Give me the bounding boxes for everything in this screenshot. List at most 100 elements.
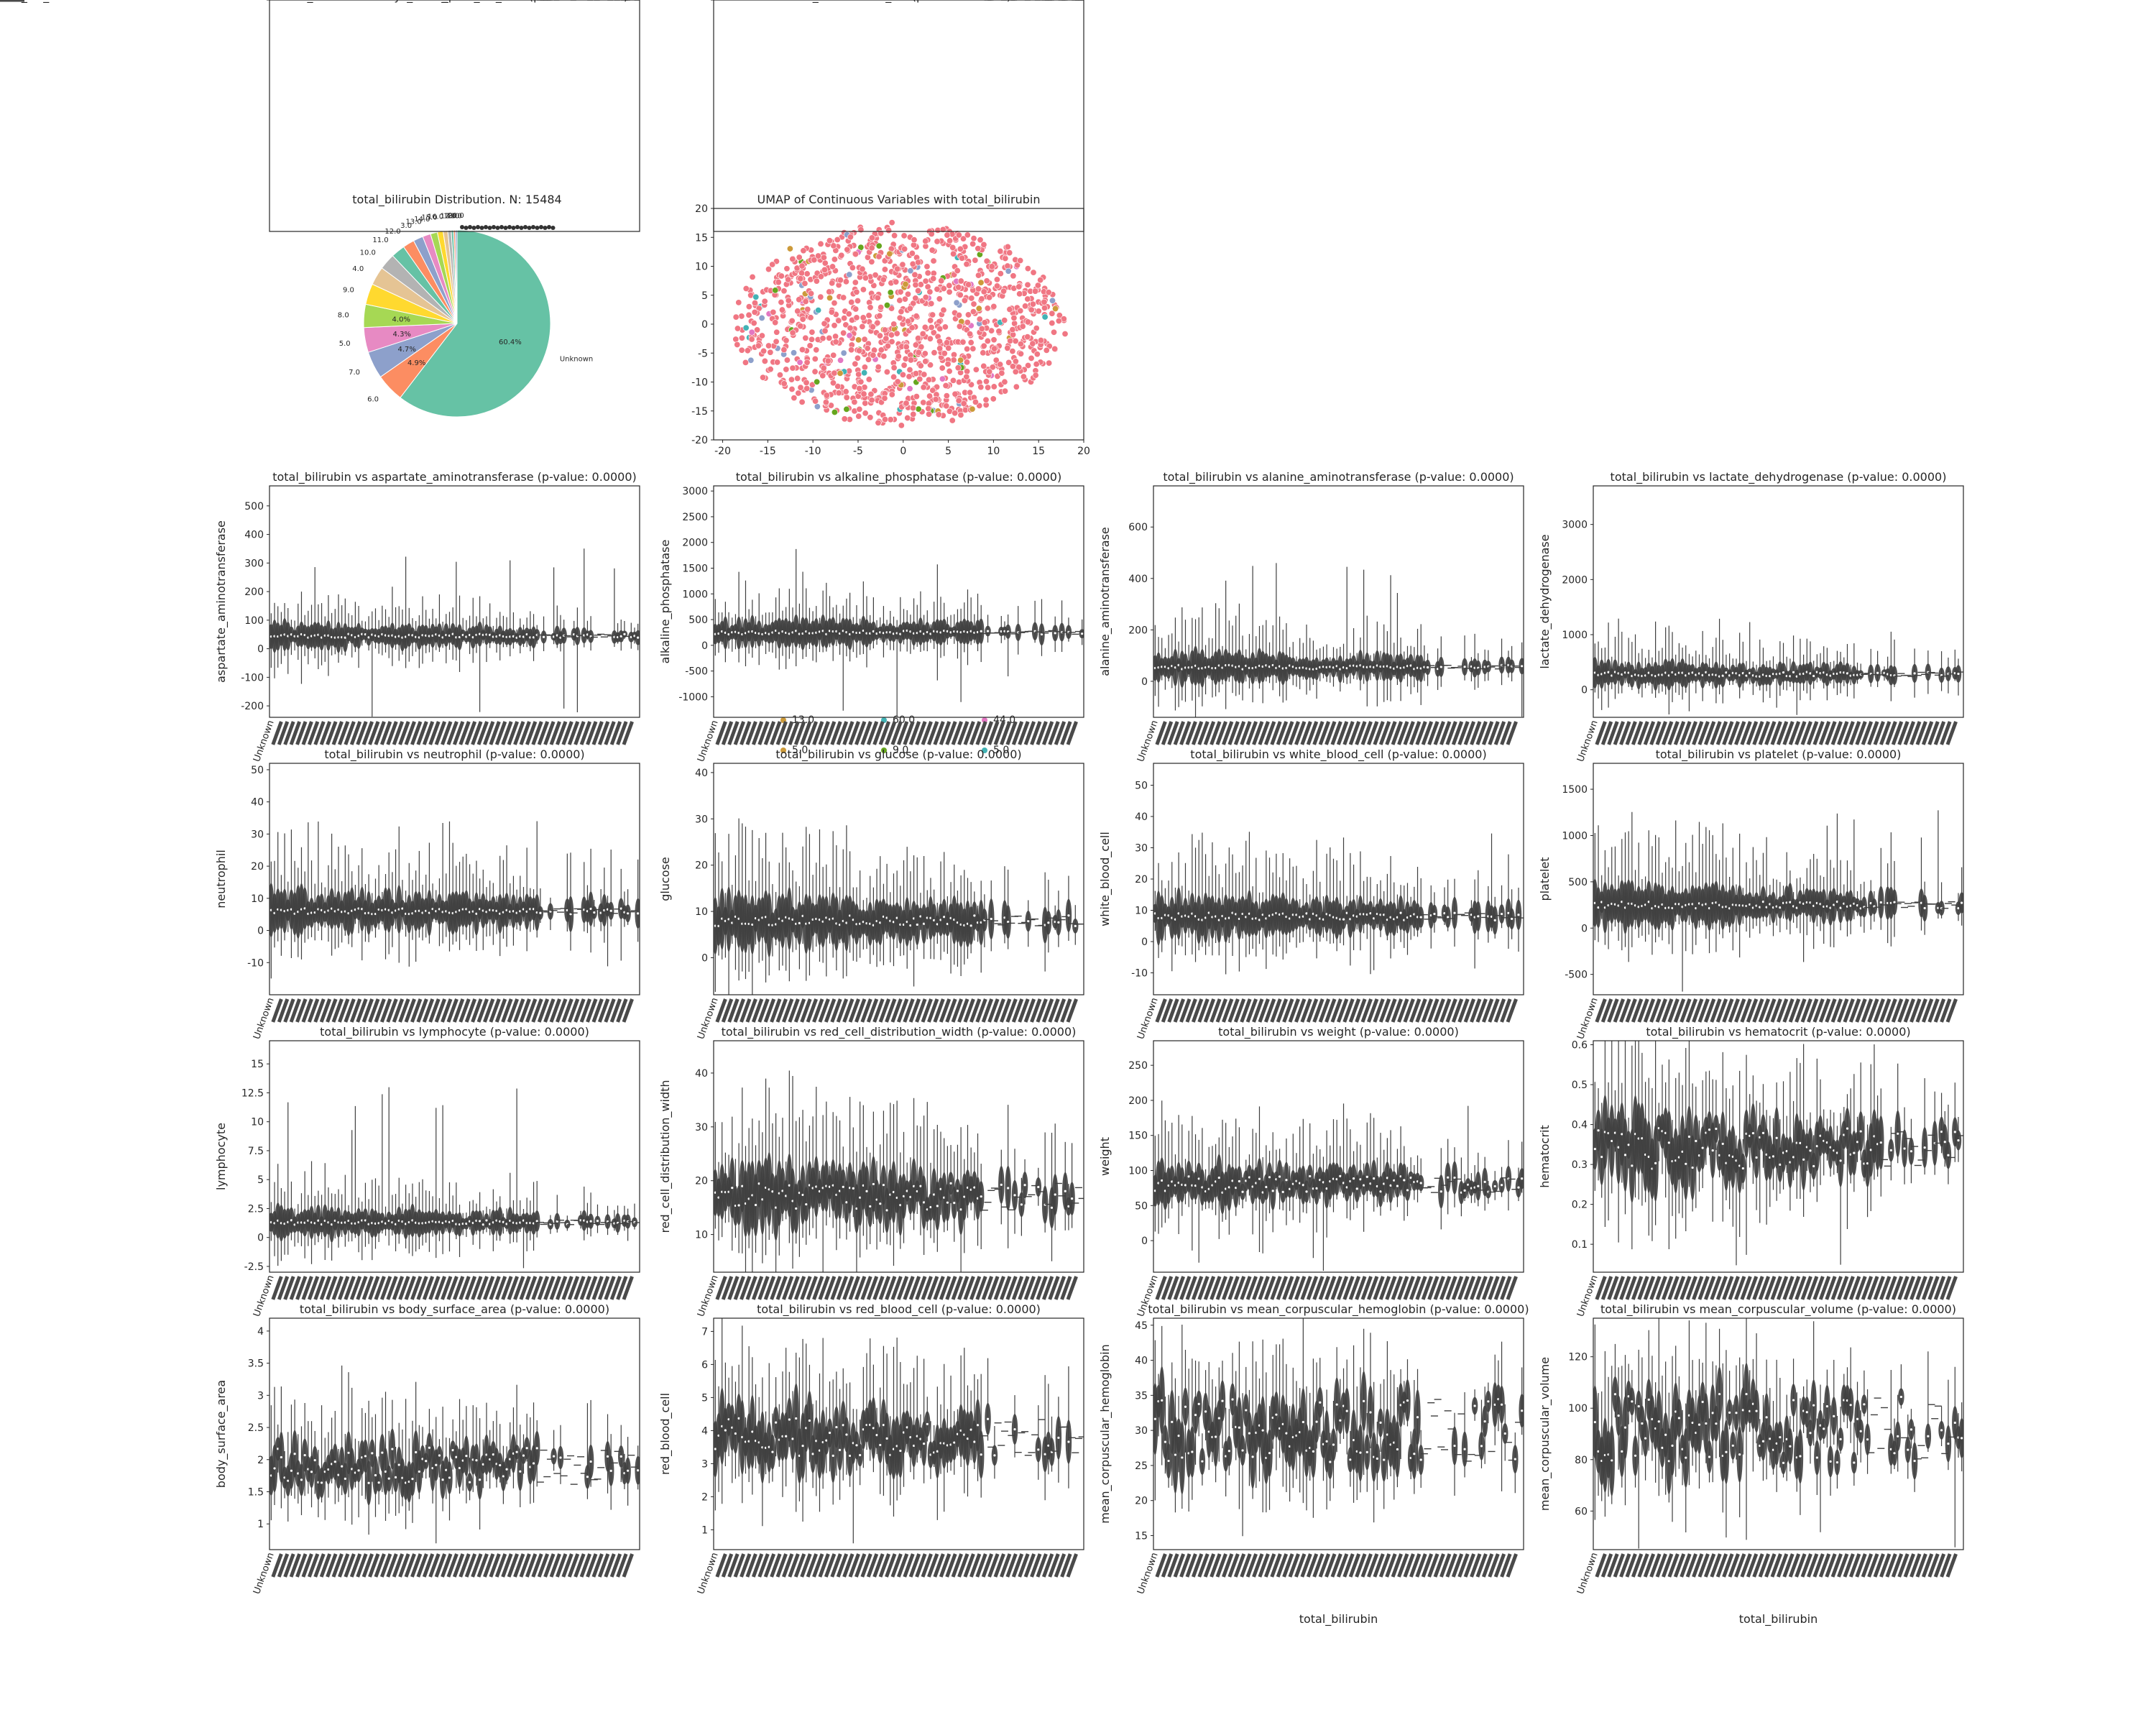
xtick-label [1258,998,1270,1023]
umap-point [955,231,962,239]
umap-point [961,297,968,304]
umap-point [860,286,867,293]
violin-median [589,1220,592,1223]
umap-point [919,330,926,337]
xtick-label [609,721,622,745]
xtick-label [561,998,573,1023]
xtick-label [1782,721,1795,745]
xtick-label [1421,998,1434,1023]
violin-median [1913,672,1916,675]
umap-point [895,353,902,360]
umap-point [868,397,875,404]
umap-point [798,262,806,270]
umap-point [934,285,941,293]
ytick-label: 10 [1135,906,1148,917]
panel-frame [1593,763,1964,995]
xtick-label [1848,721,1861,745]
ytick-label: 500 [244,501,264,512]
xtick-label [374,1276,386,1300]
xtick-label [987,998,1000,1023]
umap-point [908,324,916,331]
umap-point [900,232,908,239]
umap-point [776,372,783,379]
umap-point [956,323,963,330]
umap-point [975,272,982,279]
umap-point [909,260,916,267]
xtick-label [927,998,939,1023]
ytick-label: 400 [1128,574,1148,585]
umap-point [738,313,745,320]
xtick-label [531,1276,543,1300]
umap-point [925,405,932,412]
umap-point [917,362,924,369]
xtick-label [1391,721,1404,745]
umap-point [751,308,758,316]
xtick-label [793,998,806,1023]
violin-median [619,635,622,638]
umap-point [1015,364,1023,371]
umap-point [742,324,750,331]
violin-median [1342,918,1345,921]
umap-point [732,313,740,321]
umap-point [949,417,956,424]
violin-median [757,1182,760,1185]
umap-point [941,323,949,331]
violin-median [859,1196,862,1199]
umap-point [922,237,929,244]
violin-median [1000,1183,1003,1187]
umap-point [964,359,971,366]
xtick-label [1233,721,1246,745]
xtick-label [1481,721,1494,745]
umap-point [990,383,998,390]
ytick-label: 20 [695,860,708,872]
xtick-label [1306,998,1319,1023]
umap-point [906,366,913,373]
xtick-label [586,1276,598,1300]
ytick-label: 1500 [682,563,708,574]
xtick-label [757,998,770,1023]
umap-point [881,326,888,334]
umap-point [922,294,929,301]
xtick-label [519,1276,531,1300]
umap-point [1035,308,1042,315]
umap-point [1016,290,1023,298]
umap-point [976,316,983,323]
umap-ytick-label: 15 [695,232,708,244]
xtick-label [434,1276,447,1300]
ytick-label: 600 [1128,522,1148,533]
violin-median [1779,906,1782,909]
xtick-label [1060,721,1072,745]
umap-point [745,311,752,318]
umap-point [926,376,933,383]
xtick-label [921,721,933,745]
xtick-label [1258,721,1270,745]
umap-legend-marker-2 [982,717,987,723]
xtick-label [1613,998,1626,1023]
umap-point [997,270,1004,277]
xtick-label [951,721,964,745]
xtick-label [441,1276,453,1300]
violin-median [1521,665,1524,668]
violin-median [1463,666,1466,668]
xtick-label [543,998,556,1023]
xtick-label [556,1276,568,1300]
umap-point [1051,345,1059,352]
xtick-label [1667,998,1680,1023]
xtick-label [313,998,326,1023]
violin-median [916,923,918,926]
xtick-label [854,721,867,745]
umap-point [936,338,944,345]
umap-point [1006,305,1013,313]
umap-point [957,291,964,298]
panel-frame [269,485,640,718]
umap-point [765,266,773,273]
xtick-label [1776,721,1789,745]
xtick-label [422,721,435,745]
xtick-label [1921,721,1934,745]
xtick-label [1758,998,1771,1023]
xtick-label [830,721,842,745]
xtick-label [441,998,453,1023]
violin-median [842,1185,844,1188]
xtick-label [733,721,746,745]
violin-panel-p3: -200 -100 0 100 200 300 400 500 total_bilirubin … [214,470,640,763]
